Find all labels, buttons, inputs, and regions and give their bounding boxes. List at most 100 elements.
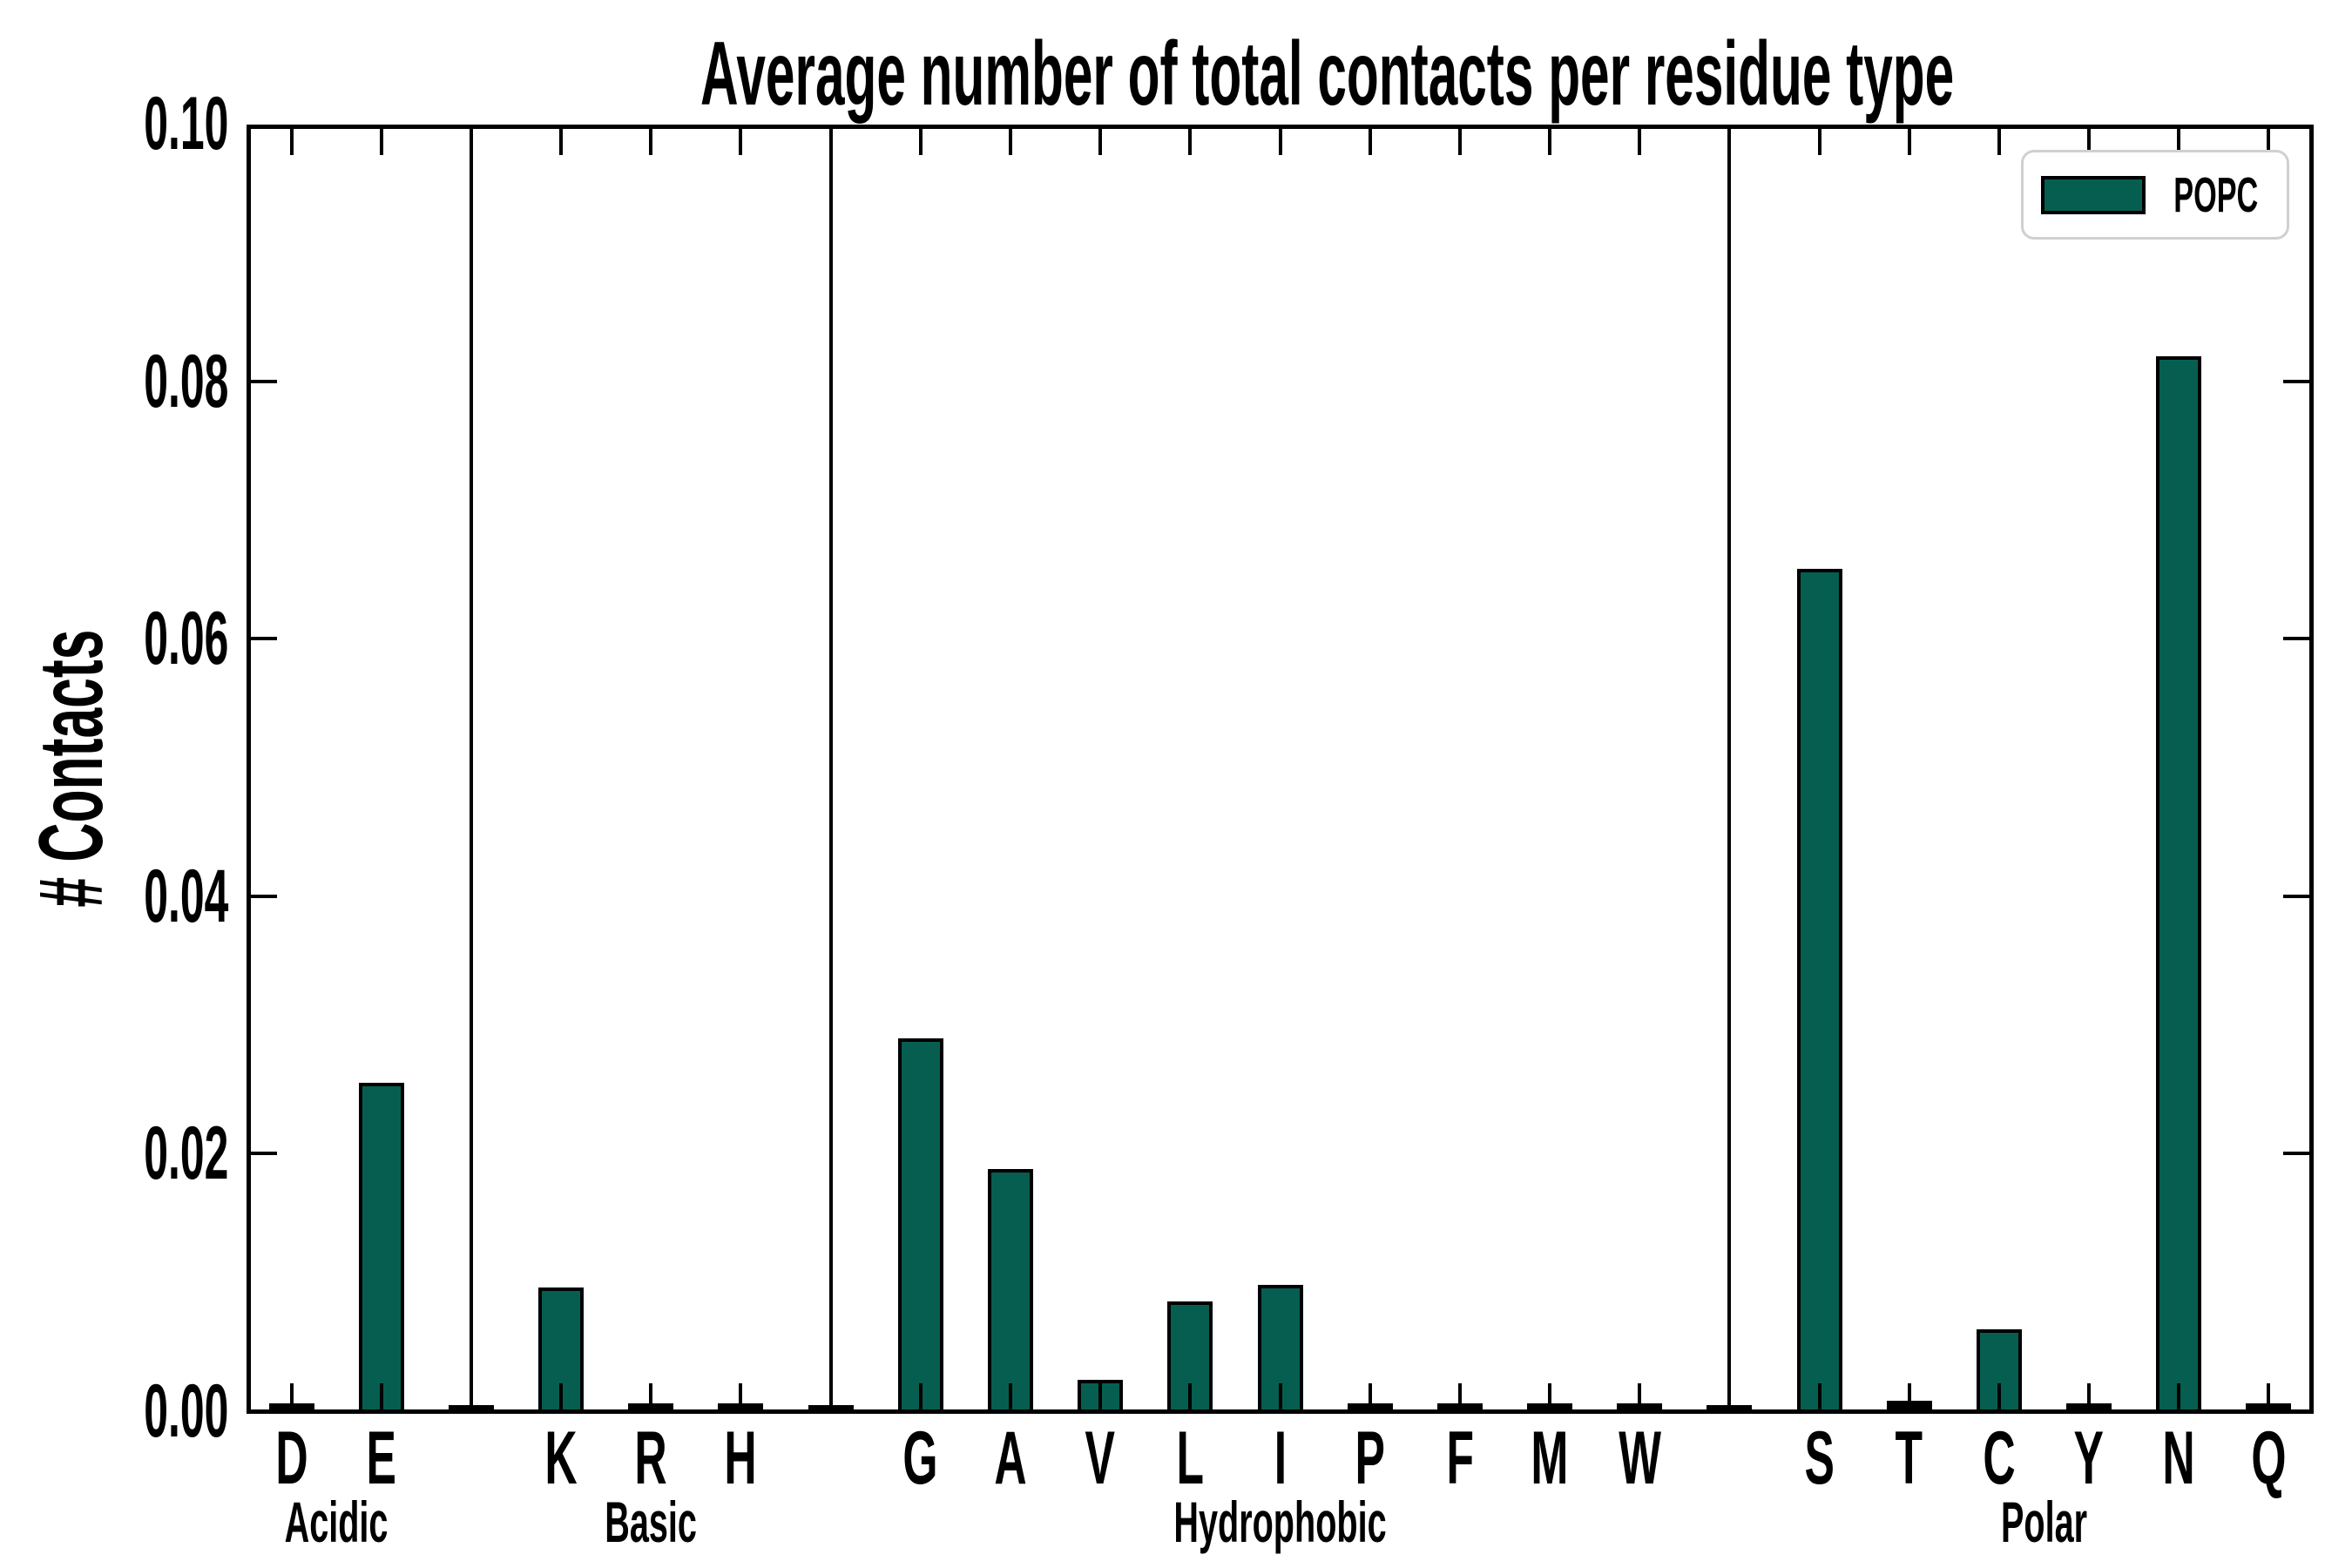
x-tick-bottom-R <box>649 1383 653 1409</box>
x-label-Y: Y <box>2028 1419 2150 1497</box>
y-tick-label-text-0.00: 0.00 <box>143 1369 228 1453</box>
x-label-N: N <box>2118 1419 2240 1497</box>
legend-label-popc: POPC <box>2173 166 2259 223</box>
x-tick-top-Y <box>2087 129 2092 155</box>
x-label-text-V: V <box>1085 1416 1116 1500</box>
x-tick-top-Q <box>2267 129 2271 155</box>
x-tick-bottom-Y <box>2087 1383 2092 1409</box>
x-tick-top-M <box>1548 129 1552 155</box>
x-tick-bottom-H <box>739 1383 743 1409</box>
y-tick-label-text-0.10: 0.10 <box>143 82 228 166</box>
bar-N <box>2156 356 2202 1409</box>
x-label-Q: Q <box>2207 1419 2329 1497</box>
x-tick-top-R <box>649 129 653 155</box>
x-label-C: C <box>1938 1419 2060 1497</box>
x-label-text-T: T <box>1895 1416 1923 1500</box>
x-label-D: D <box>231 1419 353 1497</box>
y-tick-left-0.02 <box>251 1152 277 1155</box>
x-tick-bottom-M <box>1548 1383 1552 1409</box>
x-tick-top-V <box>1098 129 1103 155</box>
x-label-text-I: I <box>1274 1416 1287 1500</box>
y-tick-label-text-0.08: 0.08 <box>143 340 228 423</box>
bar-G <box>897 1038 943 1409</box>
x-tick-bottom-N <box>2177 1383 2181 1409</box>
x-label-T: T <box>1848 1419 1970 1497</box>
y-tick-label-0.04: 0.04 <box>35 857 228 936</box>
group-label-polar: Polar <box>1765 1491 2322 1552</box>
group-label-acidic: Acidic <box>57 1491 615 1552</box>
bar-C <box>1976 1329 2022 1409</box>
x-label-text-F: F <box>1446 1416 1474 1500</box>
x-tick-top-N <box>2177 129 2181 155</box>
x-label-text-E: E <box>366 1416 396 1500</box>
y-tick-right-0.06 <box>2283 637 2309 640</box>
x-tick-top-I <box>1278 129 1282 155</box>
x-label-text-L: L <box>1176 1416 1205 1500</box>
x-tick-bottom-L <box>1188 1383 1193 1409</box>
y-tick-right-0.08 <box>2283 380 2309 383</box>
x-tick-top-P <box>1368 129 1372 155</box>
x-tick-bottom-E <box>379 1383 383 1409</box>
y-tick-label-0.08: 0.08 <box>35 342 228 421</box>
x-tick-top-L <box>1188 129 1193 155</box>
y-tick-left-0.08 <box>251 380 277 383</box>
x-label-A: A <box>950 1419 1071 1497</box>
bar-separator-ghost <box>808 1405 854 1409</box>
y-tick-label-text-0.04: 0.04 <box>143 855 228 938</box>
x-label-K: K <box>500 1419 622 1497</box>
x-tick-bottom-F <box>1457 1383 1462 1409</box>
bar-A <box>987 1169 1033 1409</box>
x-tick-bottom-W <box>1638 1383 1642 1409</box>
x-label-S: S <box>1759 1419 1881 1497</box>
x-tick-top-C <box>1997 129 2001 155</box>
group-label-hydrophobic: Hydrophobic <box>1002 1491 1559 1552</box>
x-label-text-H: H <box>724 1416 758 1500</box>
x-tick-bottom-P <box>1368 1383 1372 1409</box>
x-tick-top-T <box>1907 129 1911 155</box>
plot-area <box>247 125 2314 1414</box>
y-tick-label-text-0.02: 0.02 <box>143 1112 228 1195</box>
y-tick-label-0.00: 0.00 <box>35 1372 228 1450</box>
chart-title: Average number of total contacts per res… <box>700 24 1955 125</box>
legend-label-row: POPC <box>2146 169 2287 221</box>
x-label-I: I <box>1220 1419 1342 1497</box>
x-label-text-S: S <box>1804 1416 1835 1500</box>
x-tick-top-G <box>918 129 923 155</box>
y-tick-right-0.02 <box>2283 1152 2309 1155</box>
x-tick-top-D <box>289 129 294 155</box>
group-label-text-basic: Basic <box>605 1490 698 1554</box>
x-tick-bottom-T <box>1907 1383 1911 1409</box>
x-label-W: W <box>1578 1419 1700 1497</box>
x-tick-bottom-S <box>1817 1383 1821 1409</box>
x-label-text-A: A <box>994 1416 1027 1500</box>
group-divider-line <box>828 125 833 1409</box>
x-tick-top-W <box>1638 129 1642 155</box>
x-label-text-D: D <box>274 1416 308 1500</box>
x-label-text-W: W <box>1618 1416 1661 1500</box>
y-tick-label-0.10: 0.10 <box>35 84 228 163</box>
x-label-text-P: P <box>1355 1416 1385 1500</box>
group-label-basic: Basic <box>372 1491 929 1552</box>
x-label-text-G: G <box>902 1416 938 1500</box>
group-label-text-hydrophobic: Hydrophobic <box>1173 1490 1387 1554</box>
bar-separator-ghost <box>1707 1405 1753 1409</box>
bar-K <box>538 1288 585 1409</box>
x-label-L: L <box>1129 1419 1251 1497</box>
y-tick-left-0.04 <box>251 895 277 898</box>
x-label-text-R: R <box>634 1416 667 1500</box>
y-tick-label-text-0.06: 0.06 <box>143 597 228 680</box>
y-tick-left-0.06 <box>251 637 277 640</box>
x-label-G: G <box>860 1419 982 1497</box>
chart-title-row: Average number of total contacts per res… <box>247 26 2314 122</box>
group-label-text-polar: Polar <box>2000 1490 2087 1554</box>
x-label-P: P <box>1309 1419 1431 1497</box>
x-tick-top-K <box>559 129 564 155</box>
bar-E <box>358 1083 404 1409</box>
x-tick-bottom-A <box>1008 1383 1012 1409</box>
y-axis-title-row: # Contacts <box>21 524 122 1012</box>
x-label-H: H <box>679 1419 801 1497</box>
x-tick-top-F <box>1457 129 1462 155</box>
legend-swatch-popc <box>2041 175 2146 214</box>
x-label-F: F <box>1399 1419 1521 1497</box>
